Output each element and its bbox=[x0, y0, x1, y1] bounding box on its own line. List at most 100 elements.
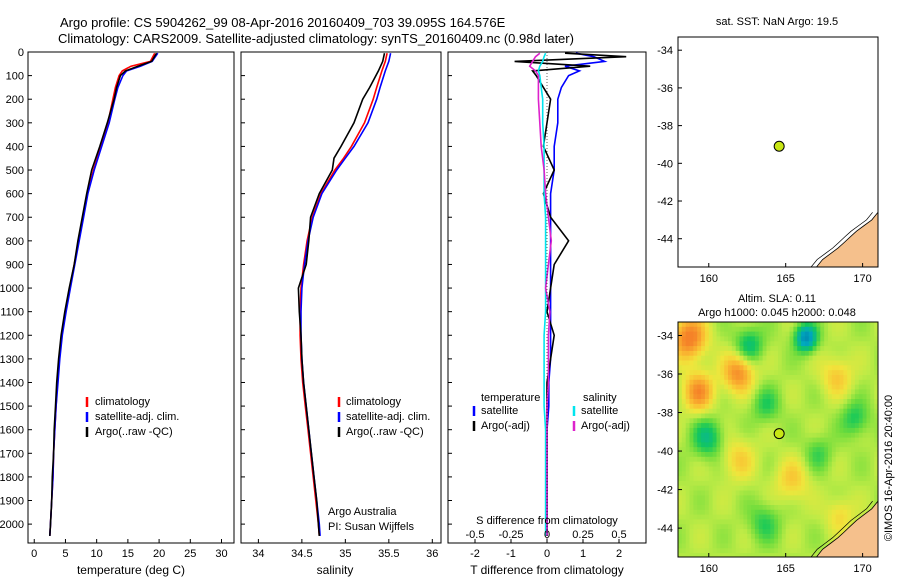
sla-cell bbox=[804, 403, 810, 410]
sla-cell bbox=[681, 476, 687, 482]
sla-cell bbox=[724, 548, 729, 554]
sla-cell bbox=[812, 355, 817, 362]
sla-cell bbox=[685, 326, 691, 333]
sla-cell bbox=[728, 548, 733, 554]
sla-cell bbox=[781, 331, 787, 337]
sla-cell bbox=[828, 350, 833, 357]
sla-cell bbox=[839, 529, 844, 535]
sla-cell bbox=[678, 480, 683, 487]
sla-cell bbox=[778, 341, 783, 347]
sla-cell bbox=[689, 548, 694, 554]
sla-cell bbox=[678, 379, 683, 386]
sla-cell bbox=[747, 490, 752, 496]
sla-cell bbox=[735, 370, 741, 376]
sla-cell bbox=[870, 476, 875, 482]
sla-cell bbox=[789, 461, 794, 468]
sla-cell bbox=[724, 519, 729, 525]
sla-cell bbox=[704, 423, 710, 429]
sla-cell bbox=[820, 500, 825, 506]
x-tick-label: 0 bbox=[31, 548, 37, 560]
map-y-tick-label: -40 bbox=[657, 158, 673, 170]
sla-cell bbox=[685, 331, 691, 337]
sla-cell bbox=[793, 413, 798, 419]
sla-cell bbox=[820, 427, 825, 434]
sla-cell bbox=[697, 399, 702, 405]
sla-cell bbox=[870, 437, 875, 443]
sla-cell bbox=[678, 514, 683, 520]
sla-cell bbox=[751, 509, 756, 516]
sla-cell bbox=[781, 476, 787, 482]
sla-cell bbox=[839, 360, 844, 366]
sla-cell bbox=[812, 519, 817, 525]
sla-cell bbox=[797, 370, 802, 376]
sla-cell bbox=[874, 384, 878, 390]
sla-cell bbox=[770, 399, 775, 405]
sla-cell bbox=[689, 389, 694, 395]
sla-cell bbox=[770, 408, 775, 415]
sla-cell bbox=[762, 427, 767, 434]
sla-cell bbox=[739, 346, 744, 352]
sla-cell bbox=[785, 355, 791, 362]
sla-cell bbox=[812, 331, 817, 337]
sla-cell bbox=[720, 500, 725, 506]
sla-cell bbox=[781, 456, 787, 463]
sla-cell bbox=[735, 336, 741, 342]
sla-cell bbox=[697, 432, 702, 439]
sla-cell bbox=[697, 452, 702, 458]
sla-cell bbox=[793, 379, 798, 386]
sla-cell bbox=[728, 326, 733, 333]
sla-cell bbox=[874, 456, 878, 463]
sla-cell bbox=[735, 456, 741, 463]
sla-cell bbox=[847, 326, 852, 333]
temperature-legend: climatology satellite-adj. clim. Argo(..… bbox=[85, 396, 179, 438]
difference-profile-panel: -2 -1 0 1 2-0.5 -0.25 0 0.25 0.5 temperature sal… bbox=[447, 51, 647, 577]
sla-cell bbox=[820, 437, 825, 443]
sla-cell bbox=[704, 375, 710, 381]
sla-cell bbox=[739, 403, 744, 410]
sla-cell bbox=[766, 466, 771, 472]
sla-cell bbox=[858, 350, 864, 357]
sla-cell bbox=[793, 370, 798, 376]
sla-cell bbox=[751, 399, 756, 405]
sla-cell bbox=[808, 346, 814, 352]
sla-cell bbox=[824, 423, 829, 429]
sla-cell bbox=[812, 480, 817, 487]
sla-cell bbox=[778, 456, 783, 463]
sla-cell bbox=[747, 370, 752, 376]
sla-cell bbox=[754, 399, 760, 405]
sla-cell bbox=[712, 413, 717, 419]
sla-cell bbox=[835, 471, 841, 477]
sla-cell bbox=[739, 524, 744, 530]
sla-cell bbox=[866, 384, 871, 390]
sla-cell bbox=[866, 423, 871, 429]
sla-cell bbox=[758, 466, 764, 472]
sla-cell bbox=[724, 403, 729, 410]
sla-cell bbox=[685, 500, 691, 506]
sla-cell bbox=[801, 485, 806, 492]
sla-cell bbox=[774, 437, 779, 443]
sla-cell bbox=[778, 389, 783, 395]
sla-cell bbox=[735, 500, 741, 506]
sla-cell bbox=[839, 509, 844, 516]
sla-cell bbox=[735, 529, 741, 535]
sla-cell bbox=[689, 336, 694, 342]
sla-cell bbox=[816, 452, 821, 458]
sla-cell bbox=[847, 399, 852, 405]
sla-cell bbox=[843, 403, 848, 410]
sla-cell bbox=[843, 331, 848, 337]
sla-cell bbox=[835, 427, 841, 434]
sla-cell bbox=[816, 437, 821, 443]
y-tick-label: 0 bbox=[18, 47, 24, 59]
sla-cell bbox=[847, 331, 852, 337]
sla-cell bbox=[681, 509, 687, 516]
sla-cell bbox=[824, 456, 829, 463]
sla-cell bbox=[828, 452, 833, 458]
sla-cell bbox=[816, 480, 821, 487]
sla-cell bbox=[816, 326, 821, 333]
sla-cell bbox=[789, 341, 794, 347]
sla-cell bbox=[724, 476, 729, 482]
sla-cell bbox=[847, 418, 852, 424]
sla-cell bbox=[804, 365, 810, 371]
sla-cell bbox=[720, 399, 725, 405]
sla-cell bbox=[685, 456, 691, 463]
